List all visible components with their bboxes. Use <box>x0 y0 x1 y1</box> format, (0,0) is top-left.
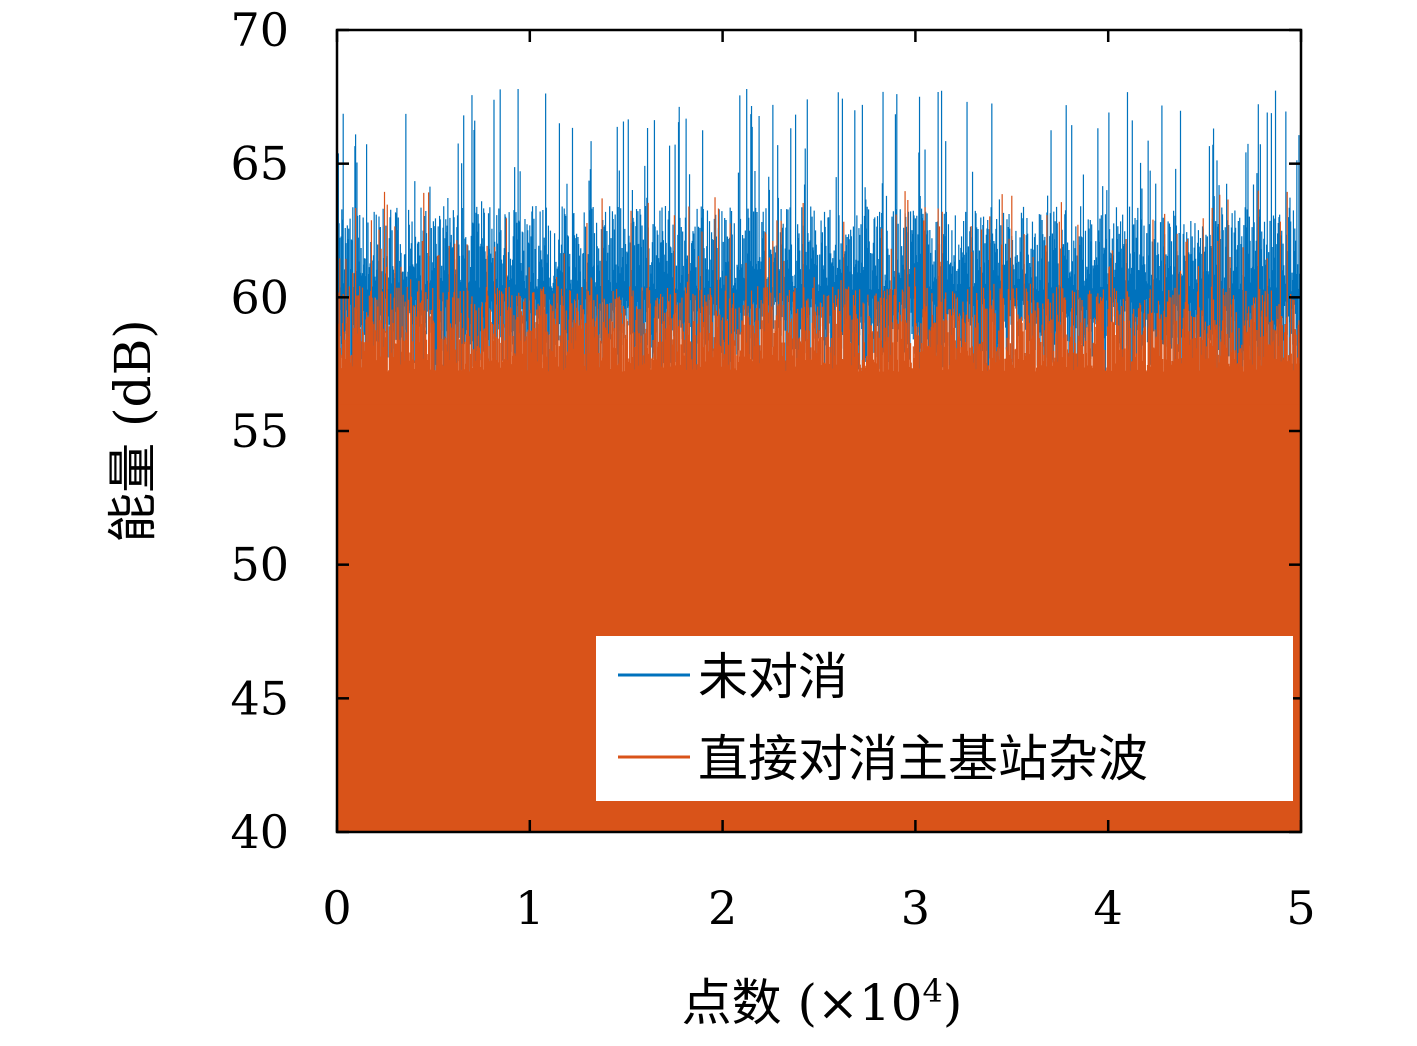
x-axis-label-exponent: 4 <box>923 972 943 1010</box>
y-tick-label-2: 50 <box>230 538 289 592</box>
x-tick-label-4: 4 <box>1094 881 1123 935</box>
x-axis-label-text: 点数 (×10 <box>682 974 923 1032</box>
x-tick-label-3: 3 <box>901 881 930 935</box>
y-axis-label: 能量 (dB) <box>104 319 162 543</box>
y-tick-label-1: 45 <box>230 671 289 725</box>
y-tick-label-0: 40 <box>230 805 289 859</box>
x-tick-label-2: 2 <box>708 881 737 935</box>
x-axis-label-close: ) <box>943 974 963 1032</box>
x-tick-label-1: 1 <box>515 881 544 935</box>
legend-label-series-1: 未对消 <box>698 648 848 706</box>
y-tick-label-3: 55 <box>230 404 289 458</box>
legend: 未对消 直接对消主基站杂波 <box>596 636 1293 801</box>
legend-box <box>596 636 1293 801</box>
y-tick-label-6: 70 <box>230 3 289 57</box>
x-axis-label: 点数 (×104) <box>682 972 963 1032</box>
x-tick-label-5: 5 <box>1286 881 1315 935</box>
x-tick-label-0: 0 <box>322 881 351 935</box>
y-tick-label-4: 60 <box>230 270 289 324</box>
y-tick-label-5: 65 <box>230 137 289 191</box>
legend-label-series-2: 直接对消主基站杂波 <box>698 730 1148 788</box>
